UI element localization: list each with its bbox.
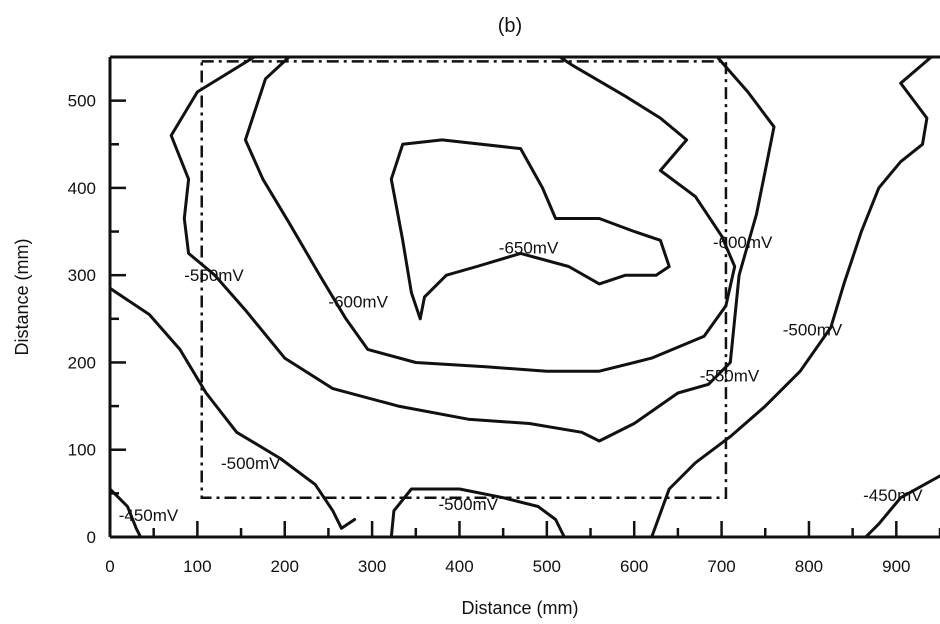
panel-label: (b): [498, 15, 522, 37]
x-tick-label: 700: [707, 557, 735, 576]
y-tick-label: 300: [68, 266, 96, 285]
contour-label: -600mV: [328, 292, 388, 311]
contour-line-500-5: [650, 57, 933, 537]
contour-label: -550mV: [184, 266, 244, 285]
x-tick-label: 600: [620, 557, 648, 576]
y-tick-label: 100: [68, 441, 96, 460]
contour-label: -550mV: [700, 367, 760, 386]
region-rectangle: [200, 60, 728, 499]
y-tick-label: 200: [68, 353, 96, 372]
contour-line-450-7: [864, 474, 940, 537]
y-tick-label: 400: [68, 179, 96, 198]
x-axis-title: Distance (mm): [461, 598, 578, 618]
x-tick-label: 900: [882, 557, 910, 576]
contour-line-450-6: [110, 487, 143, 537]
contour-label: -500mV: [439, 495, 499, 514]
contour-line-500-4: [389, 487, 566, 537]
contour-label: -500mV: [783, 320, 843, 339]
x-tick-label: 0: [105, 557, 114, 576]
y-tick-label: 0: [87, 528, 96, 547]
contour-label: -450mV: [863, 486, 923, 505]
y-tick-label: 500: [68, 92, 96, 111]
contour-line-600-1: [243, 57, 737, 373]
contour-label: -450mV: [119, 506, 179, 525]
contour-label: -500mV: [221, 454, 281, 473]
x-tick-label: 100: [183, 557, 211, 576]
contour-line-500-3: [110, 286, 357, 530]
contour-line-650-0: [389, 138, 671, 321]
contour-label: -650mV: [499, 238, 559, 257]
x-tick-label: 300: [358, 557, 386, 576]
x-tick-label: 500: [533, 557, 561, 576]
contour-line-550-2: [169, 57, 776, 443]
x-tick-label: 400: [445, 557, 473, 576]
x-tick-label: 800: [795, 557, 823, 576]
x-tick-label: 200: [271, 557, 299, 576]
y-axis-title: Distance (mm): [12, 238, 32, 355]
contour-lines: [110, 57, 940, 537]
contour-label: -600mV: [713, 233, 773, 252]
plot-area: -650mV -600mV -600mV -550mV -550mV -500mV -500…: [68, 55, 940, 576]
